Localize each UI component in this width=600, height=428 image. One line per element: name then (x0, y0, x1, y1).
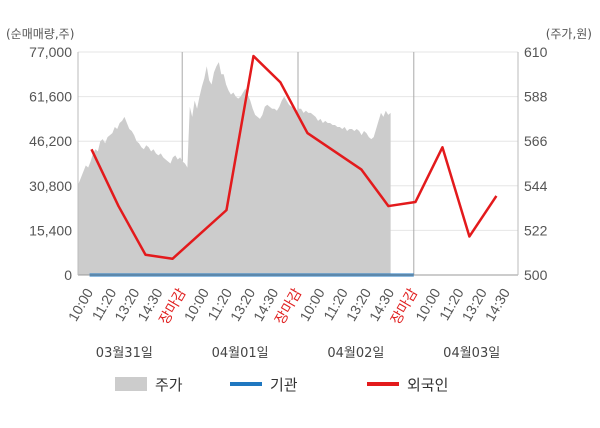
left-tick-label: 30,800 (29, 178, 72, 194)
x-tick-label: 14:30 (482, 285, 513, 324)
left-axis-unit: (순매매량,주) (6, 27, 74, 41)
x-tick-label: 10:00 (412, 285, 443, 324)
legend: 주가 기관 외국인 (115, 376, 448, 394)
right-tick-label: 566 (524, 133, 548, 149)
legend-swatch-area (115, 377, 147, 391)
foreign-line (90, 54, 498, 261)
x-tick-label: 10:00 (65, 285, 96, 324)
legend-label: 주가 (155, 376, 183, 394)
date-label: 03월31일 (96, 346, 153, 361)
date-label: 04월01일 (212, 346, 269, 361)
legend-swatch-line (230, 382, 262, 386)
left-tick-label: 61,600 (29, 89, 72, 105)
left-tick-label: 77,000 (29, 44, 72, 60)
left-tick-label: 15,400 (29, 222, 72, 238)
right-axis-unit: (주가,원) (546, 27, 592, 41)
left-tick-label: 46,200 (29, 133, 72, 149)
right-tick-label: 610 (524, 44, 548, 60)
right-tick-label: 500 (524, 267, 548, 283)
x-tick-label: 10:00 (181, 285, 212, 324)
x-axis-ticks: 10:0011:2013:2014:30장마감10:0011:2013:2014… (65, 285, 513, 327)
left-tick-label: 0 (64, 267, 72, 283)
date-labels: 03월31일 04월01일 04월02일 04월03일 (96, 346, 500, 361)
date-label: 04월03일 (443, 346, 500, 361)
left-axis-ticks: 0 15,400 30,800 46,200 61,600 77,000 (29, 44, 72, 283)
right-tick-label: 522 (524, 222, 548, 238)
legend-label: 외국인 (407, 376, 448, 394)
x-tick-label: 10:00 (296, 285, 327, 324)
legend-swatch-line (367, 382, 399, 386)
legend-label: 기관 (270, 376, 298, 394)
right-tick-label: 588 (524, 89, 548, 105)
date-label: 04월02일 (327, 346, 384, 361)
right-axis-ticks: 500 522 544 566 588 610 (524, 44, 548, 283)
right-tick-label: 544 (524, 178, 548, 194)
